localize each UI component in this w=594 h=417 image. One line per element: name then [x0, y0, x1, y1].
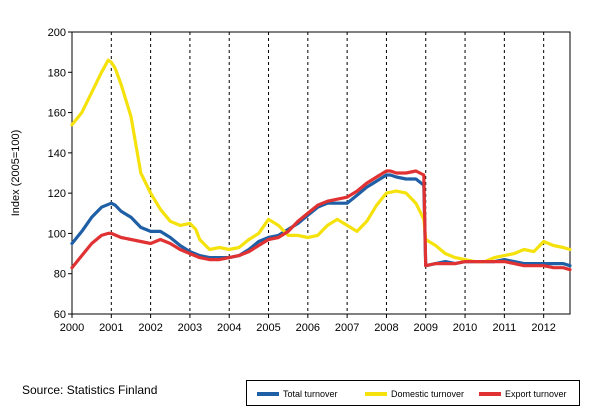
- legend-item-domestic: Domestic turnover: [365, 387, 464, 401]
- series-line-export-turnover: [70, 169, 572, 272]
- y-axis-title: Index (2005=100): [10, 130, 22, 217]
- x-tick-label: 2012: [531, 322, 555, 334]
- y-tick-label: 160: [48, 108, 66, 120]
- y-tick-label: 140: [48, 148, 66, 160]
- y-axis: 60 80 100 120 140 160 180 200: [48, 27, 72, 321]
- source-note: Source: Statistics Finland: [22, 383, 158, 397]
- x-tick-label: 2004: [217, 322, 241, 334]
- plot-area: [71, 31, 571, 315]
- legend-label-total: Total turnover: [283, 389, 338, 399]
- x-tick-label: 2001: [99, 322, 123, 334]
- legend-label-domestic: Domestic turnover: [391, 389, 465, 399]
- y-tick-label: 120: [48, 188, 66, 200]
- legend-swatch-total: [257, 392, 279, 396]
- legend-swatch-export: [479, 392, 501, 396]
- legend-swatch-domestic: [365, 392, 387, 396]
- chart-legend: Total turnover Domestic turnover Export …: [246, 380, 580, 406]
- y-tick-label: 200: [48, 27, 66, 39]
- x-tick-label: 2008: [374, 322, 398, 334]
- x-tick-label: 2011: [493, 322, 517, 334]
- y-tick-label: 180: [48, 67, 66, 79]
- series-lines: [70, 58, 572, 272]
- x-tick-label: 2009: [414, 322, 438, 334]
- x-tick-label: 2003: [178, 322, 202, 334]
- legend-label-export: Export turnover: [505, 389, 567, 399]
- x-tick-label: 2007: [335, 322, 359, 334]
- y-tick-label: 100: [48, 228, 66, 240]
- x-tick-label: 2002: [138, 322, 162, 334]
- x-axis: 2000 2001 2002 2003 2004 2005 2006 2007 2008 2009…: [60, 314, 556, 334]
- plot-border: [71, 31, 571, 315]
- y-tick-label: 80: [54, 269, 66, 281]
- x-tick-label: 2010: [453, 322, 477, 334]
- x-tick-label: 2006: [296, 322, 320, 334]
- x-tick-label: 2000: [60, 322, 84, 334]
- y-tick-label: 60: [54, 309, 66, 321]
- grid-lines: [110, 32, 545, 314]
- x-tick-label: 2005: [256, 322, 280, 334]
- legend-item-export: Export turnover: [479, 387, 567, 401]
- legend-item-total: Total turnover: [257, 387, 338, 401]
